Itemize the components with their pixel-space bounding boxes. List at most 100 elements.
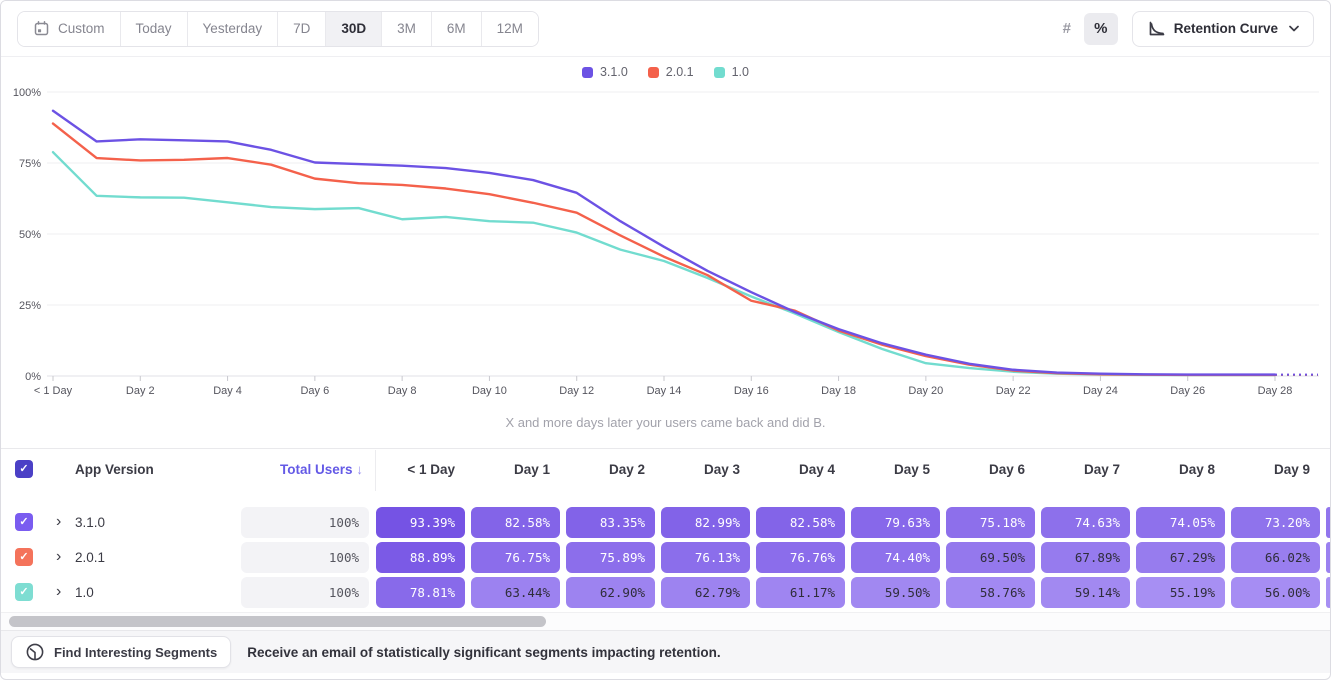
retention-cell[interactable]: 59.14% xyxy=(1041,577,1130,608)
range-label: Custom xyxy=(58,21,105,36)
row-checkbox-1.0[interactable]: ✓ xyxy=(15,583,33,601)
horizontal-scrollbar-thumb[interactable] xyxy=(9,616,546,627)
retention-cell[interactable]: 74.40% xyxy=(851,542,940,573)
retention-cell[interactable]: 62.79% xyxy=(661,577,750,608)
retention-cell[interactable]: 73.20% xyxy=(1231,507,1320,538)
legend-label: 2.0.1 xyxy=(665,65,694,79)
partial-next-cell xyxy=(1326,542,1330,573)
hash-format-button[interactable]: # xyxy=(1062,20,1071,37)
chart-type-label: Retention Curve xyxy=(1173,21,1278,36)
retention-cell[interactable]: 56.00% xyxy=(1231,577,1320,608)
x-axis-label: Day 26 xyxy=(1170,385,1205,397)
range-button-3m[interactable]: 3M xyxy=(382,11,432,46)
column-header-lt-1-day[interactable]: < 1 Day xyxy=(407,462,455,477)
retention-table: ✓ App Version Total Users ↓ < 1 Day Day 1… xyxy=(1,448,1330,613)
column-header-app-version: App Version xyxy=(75,462,154,477)
retention-cell[interactable]: 55.19% xyxy=(1136,577,1225,608)
retention-cell[interactable]: 67.29% xyxy=(1136,542,1225,573)
column-header-day-3[interactable]: Day 3 xyxy=(703,462,740,477)
retention-cell[interactable]: 75.18% xyxy=(946,507,1035,538)
x-axis-label: Day 24 xyxy=(1083,385,1118,397)
retention-curve-icon xyxy=(1147,20,1165,38)
x-axis-label: Day 20 xyxy=(908,385,943,397)
legend-swatch xyxy=(581,66,593,78)
column-header-day-6[interactable]: Day 6 xyxy=(988,462,1025,477)
y-axis-label: 75% xyxy=(19,158,41,170)
column-header-day-4[interactable]: Day 4 xyxy=(798,462,835,477)
retention-cell[interactable]: 93.39% xyxy=(376,507,465,538)
x-axis-label: Day 14 xyxy=(647,385,682,397)
row-version-label: 1.0 xyxy=(75,585,94,600)
legend-swatch xyxy=(647,66,659,78)
legend-item-1.0[interactable]: 1.0 xyxy=(713,65,749,79)
chart-legend: 3.1.0 2.0.1 1.0 xyxy=(1,65,1330,79)
column-header-day-9[interactable]: Day 9 xyxy=(1273,462,1310,477)
percent-format-button[interactable]: % xyxy=(1083,12,1118,45)
y-axis-label: 50% xyxy=(19,229,41,241)
x-axis-label: Day 16 xyxy=(734,385,769,397)
range-button-30d[interactable]: 30D xyxy=(326,11,383,46)
row-version-label: 2.0.1 xyxy=(75,550,106,565)
legend-item-2.0.1[interactable]: 2.0.1 xyxy=(647,65,694,79)
row-checkbox-3.1.0[interactable]: ✓ xyxy=(15,513,33,531)
chevron-down-icon xyxy=(1289,25,1299,32)
column-header-day-7[interactable]: Day 7 xyxy=(1083,462,1120,477)
row-checkbox-2.0.1[interactable]: ✓ xyxy=(15,548,33,566)
retention-cell[interactable]: 76.76% xyxy=(756,542,845,573)
retention-cell[interactable]: 62.90% xyxy=(566,577,655,608)
column-header-day-8[interactable]: Day 8 xyxy=(1178,462,1215,477)
retention-cell[interactable]: 88.89% xyxy=(376,542,465,573)
range-button-yesterday[interactable]: Yesterday xyxy=(187,11,279,46)
column-header-day-2[interactable]: Day 2 xyxy=(608,462,645,477)
column-header-day-1[interactable]: Day 1 xyxy=(513,462,550,477)
value-format-toggle: #% xyxy=(1050,12,1118,45)
range-button-custom[interactable]: Custom xyxy=(18,11,121,46)
retention-cell[interactable]: 76.13% xyxy=(661,542,750,573)
y-axis-label: 25% xyxy=(19,300,41,312)
retention-cell[interactable]: 63.44% xyxy=(471,577,560,608)
retention-cell[interactable]: 59.50% xyxy=(851,577,940,608)
x-axis-label: Day 22 xyxy=(996,385,1031,397)
footer-message: Receive an email of statistically signif… xyxy=(247,644,721,660)
frozen-column-divider xyxy=(375,450,376,491)
partial-next-cell xyxy=(1326,507,1330,538)
column-header-total-users[interactable]: Total Users ↓ xyxy=(279,462,363,477)
retention-cell[interactable]: 82.99% xyxy=(661,507,750,538)
retention-cell[interactable]: 69.50% xyxy=(946,542,1035,573)
retention-cell[interactable]: 74.63% xyxy=(1041,507,1130,538)
signal-circle-icon xyxy=(25,642,45,662)
retention-cell[interactable]: 82.58% xyxy=(471,507,560,538)
toolbar-right: #% Retention Curve xyxy=(1050,10,1314,47)
series-line-2.0.1 xyxy=(51,122,1277,377)
range-button-12m[interactable]: 12M xyxy=(481,11,538,46)
legend-item-3.1.0[interactable]: 3.1.0 xyxy=(581,65,628,79)
retention-cell[interactable]: 58.76% xyxy=(946,577,1035,608)
series-line-3.1.0 xyxy=(51,109,1277,376)
retention-cell[interactable]: 75.89% xyxy=(566,542,655,573)
select-all-checkbox[interactable]: ✓ xyxy=(15,460,33,478)
row-expand-chevron-right-icon[interactable]: › xyxy=(56,583,62,600)
x-axis-label: Day 28 xyxy=(1258,385,1293,397)
retention-cell[interactable]: 67.89% xyxy=(1041,542,1130,573)
row-expand-chevron-right-icon[interactable]: › xyxy=(56,548,62,565)
retention-cell[interactable]: 78.81% xyxy=(376,577,465,608)
retention-cell[interactable]: 74.05% xyxy=(1136,507,1225,538)
table-row-2.0.1: ✓ › 2.0.1 100% 88.89% 76.75% 75.89% 76.13% 76.76… xyxy=(1,542,1330,573)
chart-type-dropdown[interactable]: Retention Curve xyxy=(1131,10,1314,47)
range-button-today[interactable]: Today xyxy=(120,11,188,46)
range-button-7d[interactable]: 7D xyxy=(278,11,327,46)
retention-cell[interactable]: 66.02% xyxy=(1231,542,1320,573)
retention-cell[interactable]: 61.17% xyxy=(756,577,845,608)
retention-cell[interactable]: 79.63% xyxy=(851,507,940,538)
retention-cell[interactable]: 83.35% xyxy=(566,507,655,538)
horizontal-scrollbar-track[interactable] xyxy=(1,612,1330,630)
retention-cell[interactable]: 82.58% xyxy=(756,507,845,538)
retention-cell[interactable]: 76.75% xyxy=(471,542,560,573)
find-interesting-segments-button[interactable]: Find Interesting Segments xyxy=(11,636,232,668)
series-line-1.0 xyxy=(51,150,1277,377)
total-users-cell: 100% xyxy=(241,542,369,573)
row-expand-chevron-right-icon[interactable]: › xyxy=(56,513,62,530)
range-button-6m[interactable]: 6M xyxy=(431,11,482,46)
sort-descending-icon: ↓ xyxy=(356,462,363,477)
column-header-day-5[interactable]: Day 5 xyxy=(893,462,930,477)
